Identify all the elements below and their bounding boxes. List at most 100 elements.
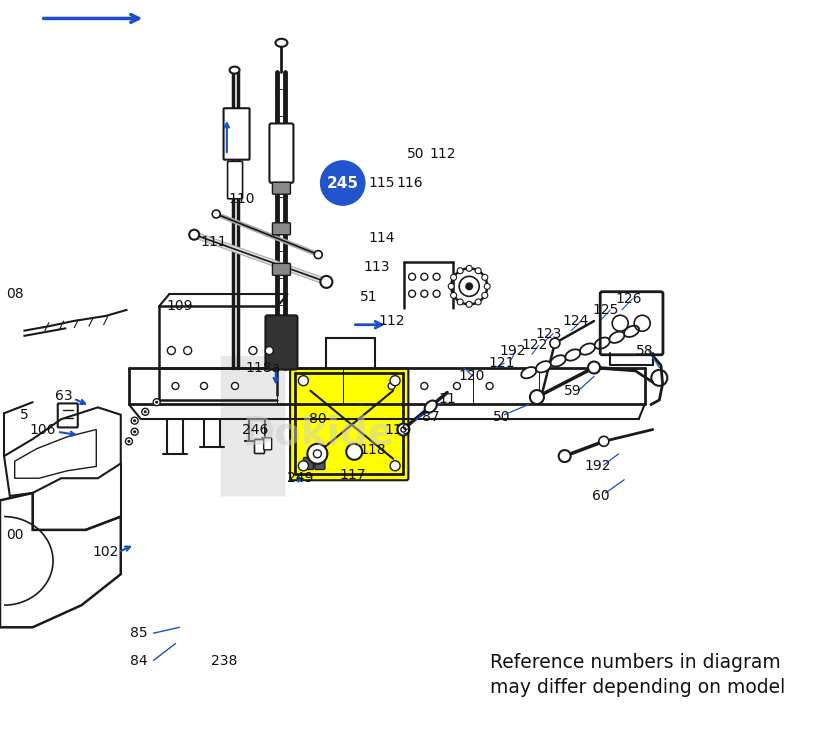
Circle shape: [481, 275, 488, 280]
Ellipse shape: [521, 367, 536, 379]
Text: 118: 118: [360, 444, 386, 457]
Circle shape: [320, 160, 366, 206]
Circle shape: [421, 273, 428, 280]
Text: 238: 238: [211, 654, 237, 667]
Circle shape: [484, 283, 490, 289]
Circle shape: [131, 428, 138, 435]
Ellipse shape: [610, 331, 624, 343]
Circle shape: [201, 382, 207, 390]
Ellipse shape: [536, 361, 551, 373]
Circle shape: [588, 362, 600, 373]
Ellipse shape: [276, 39, 287, 46]
FancyBboxPatch shape: [219, 356, 287, 497]
Text: 115: 115: [369, 176, 395, 190]
Circle shape: [299, 461, 308, 471]
Circle shape: [346, 444, 362, 460]
Circle shape: [314, 251, 322, 258]
FancyBboxPatch shape: [265, 315, 298, 370]
Text: 116: 116: [397, 176, 423, 190]
Text: 5: 5: [20, 408, 29, 421]
FancyBboxPatch shape: [264, 438, 272, 449]
Text: 60: 60: [592, 489, 610, 503]
Text: 246: 246: [242, 423, 268, 436]
Text: 59: 59: [564, 384, 582, 398]
Text: 124: 124: [562, 314, 588, 328]
FancyBboxPatch shape: [315, 458, 325, 469]
Text: 11: 11: [438, 392, 456, 405]
Circle shape: [457, 268, 463, 274]
Circle shape: [155, 401, 158, 404]
Ellipse shape: [551, 355, 565, 367]
Circle shape: [481, 292, 488, 298]
Text: 00: 00: [6, 528, 24, 542]
Circle shape: [390, 461, 400, 471]
Text: 249: 249: [287, 472, 313, 485]
Circle shape: [465, 283, 473, 290]
Circle shape: [486, 382, 493, 390]
Text: 112: 112: [379, 314, 405, 328]
FancyBboxPatch shape: [269, 123, 294, 183]
Text: 63: 63: [55, 390, 73, 403]
Circle shape: [167, 347, 175, 354]
Circle shape: [308, 444, 327, 463]
Circle shape: [421, 290, 428, 297]
Circle shape: [466, 266, 472, 272]
Text: 111: 111: [201, 235, 227, 249]
Circle shape: [466, 301, 472, 307]
Text: 117: 117: [339, 468, 366, 481]
Ellipse shape: [229, 66, 240, 74]
Circle shape: [475, 268, 481, 274]
FancyBboxPatch shape: [273, 223, 290, 235]
Circle shape: [550, 338, 560, 348]
Circle shape: [390, 376, 400, 386]
Circle shape: [212, 210, 220, 218]
Ellipse shape: [624, 325, 639, 337]
FancyBboxPatch shape: [228, 162, 242, 199]
Circle shape: [448, 283, 455, 289]
Text: 122: 122: [521, 339, 548, 352]
Ellipse shape: [424, 401, 437, 413]
Text: 58: 58: [636, 344, 654, 357]
FancyBboxPatch shape: [255, 440, 264, 453]
Text: 84: 84: [130, 655, 148, 668]
Text: 126: 126: [615, 292, 641, 306]
FancyBboxPatch shape: [304, 458, 313, 469]
Circle shape: [131, 417, 138, 424]
Text: 112: 112: [429, 147, 455, 160]
Circle shape: [450, 292, 457, 298]
Circle shape: [265, 347, 273, 354]
Circle shape: [530, 390, 544, 404]
Circle shape: [475, 299, 481, 305]
Circle shape: [249, 347, 257, 354]
Text: 192: 192: [499, 345, 526, 358]
Circle shape: [421, 382, 428, 390]
Text: 109: 109: [166, 300, 193, 313]
Circle shape: [457, 299, 463, 305]
Ellipse shape: [580, 343, 595, 355]
Text: 119: 119: [385, 423, 411, 436]
Circle shape: [184, 347, 192, 354]
Text: 102: 102: [93, 545, 119, 559]
Circle shape: [433, 290, 440, 297]
Circle shape: [433, 273, 440, 280]
Circle shape: [313, 449, 322, 458]
FancyBboxPatch shape: [273, 263, 290, 275]
Circle shape: [133, 430, 136, 433]
Circle shape: [450, 275, 457, 280]
Circle shape: [409, 273, 415, 280]
Ellipse shape: [565, 349, 580, 361]
Circle shape: [126, 438, 132, 445]
Circle shape: [559, 450, 570, 462]
Text: 125: 125: [592, 303, 619, 317]
Circle shape: [172, 382, 179, 390]
Text: Reference numbers in diagram
may differ depending on model: Reference numbers in diagram may differ …: [490, 653, 785, 697]
Circle shape: [599, 436, 609, 446]
Circle shape: [153, 399, 160, 406]
Text: 114: 114: [369, 231, 395, 244]
Text: 80: 80: [309, 413, 327, 426]
Text: 08: 08: [6, 287, 24, 300]
Text: 113: 113: [364, 261, 390, 274]
Circle shape: [321, 276, 332, 288]
Circle shape: [388, 382, 395, 390]
Text: 85: 85: [130, 627, 148, 640]
